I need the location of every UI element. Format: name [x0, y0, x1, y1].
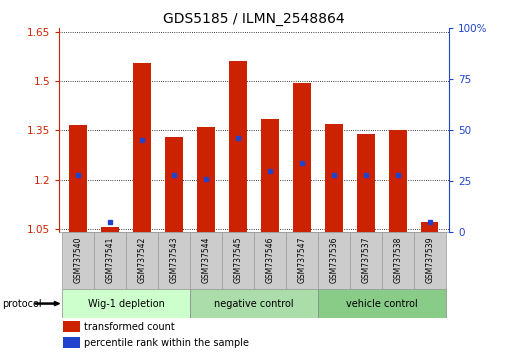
- Bar: [421, 222, 439, 232]
- Text: GSM737538: GSM737538: [393, 236, 402, 283]
- Bar: [63, 321, 81, 332]
- Bar: [318, 289, 446, 318]
- Text: GSM737541: GSM737541: [106, 236, 114, 283]
- Bar: [261, 119, 279, 232]
- Bar: [318, 232, 350, 289]
- Bar: [413, 232, 446, 289]
- Bar: [357, 133, 374, 232]
- Bar: [69, 125, 87, 232]
- Text: Wig-1 depletion: Wig-1 depletion: [88, 298, 165, 309]
- Text: GSM737546: GSM737546: [265, 236, 274, 283]
- Bar: [197, 127, 215, 232]
- Text: GSM737545: GSM737545: [233, 236, 243, 283]
- Title: GDS5185 / ILMN_2548864: GDS5185 / ILMN_2548864: [163, 12, 345, 26]
- Bar: [158, 232, 190, 289]
- Bar: [126, 232, 158, 289]
- Bar: [382, 232, 413, 289]
- Bar: [63, 337, 81, 348]
- Text: GSM737543: GSM737543: [169, 236, 179, 283]
- Bar: [133, 63, 151, 232]
- Bar: [190, 289, 318, 318]
- Bar: [229, 61, 247, 232]
- Bar: [325, 124, 343, 232]
- Bar: [94, 232, 126, 289]
- Bar: [102, 227, 119, 232]
- Bar: [254, 232, 286, 289]
- Text: GSM737536: GSM737536: [329, 236, 339, 283]
- Bar: [293, 82, 311, 232]
- Bar: [222, 232, 254, 289]
- Bar: [286, 232, 318, 289]
- Text: GSM737537: GSM737537: [361, 236, 370, 283]
- Text: percentile rank within the sample: percentile rank within the sample: [84, 338, 249, 348]
- Bar: [190, 232, 222, 289]
- Text: GSM737544: GSM737544: [202, 236, 210, 283]
- Text: transformed count: transformed count: [84, 322, 175, 332]
- Bar: [389, 130, 406, 232]
- Text: protocol: protocol: [3, 298, 42, 309]
- Bar: [165, 137, 183, 232]
- Text: negative control: negative control: [214, 298, 294, 309]
- Bar: [350, 232, 382, 289]
- Text: GSM737547: GSM737547: [298, 236, 306, 283]
- Text: vehicle control: vehicle control: [346, 298, 418, 309]
- Bar: [62, 232, 94, 289]
- Text: GSM737540: GSM737540: [74, 236, 83, 283]
- Text: GSM737539: GSM737539: [425, 236, 434, 283]
- Text: GSM737542: GSM737542: [137, 236, 147, 283]
- Bar: [62, 289, 190, 318]
